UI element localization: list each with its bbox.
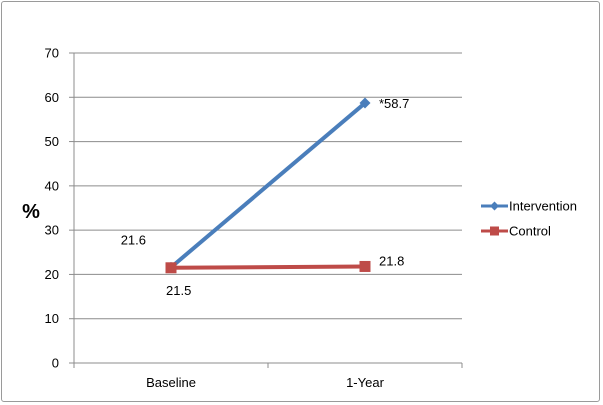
data-label: 21.6 — [121, 232, 146, 247]
gridlines — [74, 52, 462, 320]
series-intervention — [165, 97, 371, 273]
legend-marker — [490, 226, 499, 236]
y-tick-label: 70 — [45, 46, 59, 61]
data-point — [359, 260, 371, 272]
series-control — [165, 260, 371, 274]
data-point — [165, 262, 177, 274]
series-line — [170, 264, 366, 270]
data-labels: 21.6 *58.7 21.5 21.8 — [121, 96, 410, 298]
y-tick-label: 20 — [45, 267, 59, 282]
data-label: *58.7 — [379, 96, 409, 111]
legend-item-control: Control — [481, 224, 551, 239]
legend-marker — [490, 201, 499, 211]
y-tick-label: 40 — [45, 178, 59, 193]
y-tick-label: 0 — [52, 356, 59, 371]
legend-item-intervention: Intervention — [481, 199, 577, 214]
x-tick-label: Baseline — [146, 375, 196, 390]
axes — [69, 52, 463, 368]
legend-label: Intervention — [509, 199, 577, 214]
y-tick-label: 60 — [45, 90, 59, 105]
legend-label: Control — [509, 224, 551, 239]
data-label: 21.5 — [166, 283, 191, 298]
y-tick-label: 10 — [45, 311, 59, 326]
x-tick-label: 1-Year — [346, 375, 384, 390]
y-tick-labels: 0 10 20 30 40 50 60 70 — [45, 46, 59, 371]
legend: Intervention Control — [481, 199, 577, 239]
y-axis-label: % — [22, 201, 40, 223]
data-point — [359, 97, 371, 109]
y-tick-label: 50 — [45, 134, 59, 149]
x-tick-labels: Baseline 1-Year — [146, 375, 385, 390]
series-line — [169, 101, 367, 269]
series-layer — [165, 97, 371, 274]
y-tick-label: 30 — [45, 223, 59, 238]
data-label: 21.8 — [379, 253, 404, 268]
